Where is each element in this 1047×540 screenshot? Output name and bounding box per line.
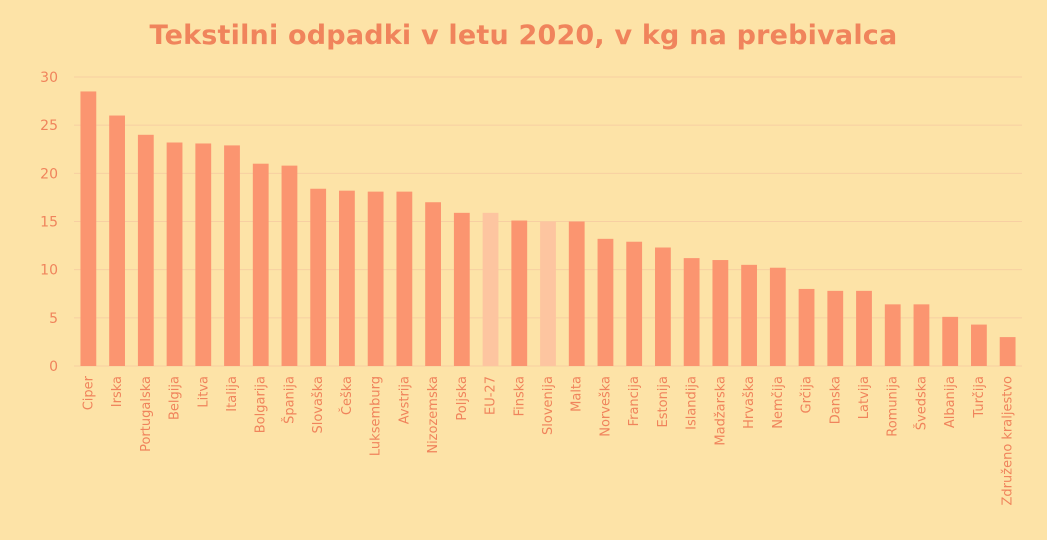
y-tick-label: 30 xyxy=(40,70,58,86)
x-category-label: Poljska xyxy=(455,376,470,421)
x-category-label: Nizozemska xyxy=(426,376,441,454)
bar-25 xyxy=(798,288,815,366)
bars xyxy=(80,91,1016,367)
x-category-label: Združeno kraljestvo xyxy=(1001,376,1016,506)
x-category-label: Španija xyxy=(281,376,297,424)
bar-8 xyxy=(310,188,327,366)
x-category-label: EU-27 xyxy=(484,376,499,415)
bar-22 xyxy=(712,260,729,366)
x-category-label: Hrvaška xyxy=(742,376,757,429)
x-category-label: Švedska xyxy=(913,376,929,430)
x-axis-labels: Ciper Irska Portugalska Belgija Litva Italija… xyxy=(81,375,1015,505)
x-category-label: Avstrija xyxy=(397,376,412,424)
bar-1 xyxy=(109,115,125,367)
x-category-label: Malta xyxy=(570,376,585,412)
bar-11 xyxy=(396,191,413,366)
bar-17 xyxy=(568,221,585,366)
bar-31 xyxy=(971,324,987,366)
bar-16 xyxy=(540,221,556,366)
x-category-label: Danska xyxy=(828,376,843,424)
bar-29 xyxy=(913,304,930,366)
bar-4 xyxy=(195,143,212,366)
bar-6 xyxy=(252,163,269,366)
bar-5 xyxy=(224,145,240,366)
x-category-label: Češka xyxy=(339,376,355,415)
x-category-label: Francija xyxy=(627,376,642,426)
x-category-label: Luksemburg xyxy=(369,376,384,456)
x-category-label: Norveška xyxy=(598,376,613,437)
bar-20 xyxy=(655,247,671,366)
x-category-label: Slovaška xyxy=(311,376,326,434)
bar-23 xyxy=(741,264,757,366)
bar-10 xyxy=(367,191,384,366)
x-category-label: Estonija xyxy=(656,376,671,427)
chart-title: Tekstilni odpadki v letu 2020, v kg na p… xyxy=(149,20,898,51)
x-category-label: Madžarska xyxy=(713,376,728,446)
x-category-label: Belgija xyxy=(168,376,183,420)
bar-27 xyxy=(856,290,872,366)
bar-9 xyxy=(339,190,355,366)
x-category-label: Albanija xyxy=(943,376,958,428)
y-tick-label: 10 xyxy=(40,263,58,279)
bar-3 xyxy=(166,142,183,366)
x-category-label: Nemčija xyxy=(771,376,786,429)
y-tick-label: 25 xyxy=(40,118,58,134)
bar-19 xyxy=(626,241,643,366)
y-tick-label: 15 xyxy=(40,215,58,231)
bar-28 xyxy=(884,304,901,366)
x-category-label: Slovenija xyxy=(541,376,556,435)
y-axis-ticks: 0 5 10 15 20 25 30 xyxy=(40,70,58,375)
y-tick-label: 20 xyxy=(40,166,58,182)
bar-14 xyxy=(482,212,499,366)
x-category-label: Portugalska xyxy=(139,376,154,452)
bar-18 xyxy=(597,238,614,366)
bar-21 xyxy=(683,258,700,366)
y-tick-label: 5 xyxy=(49,311,58,327)
bar-24 xyxy=(769,267,786,366)
x-category-label: Grčija xyxy=(800,376,815,413)
y-tick-label: 0 xyxy=(49,359,58,375)
bar-12 xyxy=(425,202,441,366)
bar-32 xyxy=(999,337,1016,366)
x-category-label: Ciper xyxy=(81,375,96,410)
x-category-label: Romunija xyxy=(886,376,901,437)
x-category-label: Italija xyxy=(225,376,240,412)
bar-2 xyxy=(137,134,154,366)
bar-30 xyxy=(942,316,959,366)
x-category-label: Islandija xyxy=(685,376,700,430)
x-category-label: Bolgarija xyxy=(254,376,269,433)
bar-0 xyxy=(80,91,97,366)
x-category-label: Irska xyxy=(110,376,125,407)
x-category-label: Finska xyxy=(512,376,527,416)
bar-15 xyxy=(511,220,528,366)
bar-7 xyxy=(281,165,298,366)
bar-26 xyxy=(827,290,844,366)
bar-13 xyxy=(453,212,470,366)
x-category-label: Latvija xyxy=(857,376,872,419)
x-category-label: Litva xyxy=(196,376,211,408)
x-category-label: Turčija xyxy=(972,376,987,419)
